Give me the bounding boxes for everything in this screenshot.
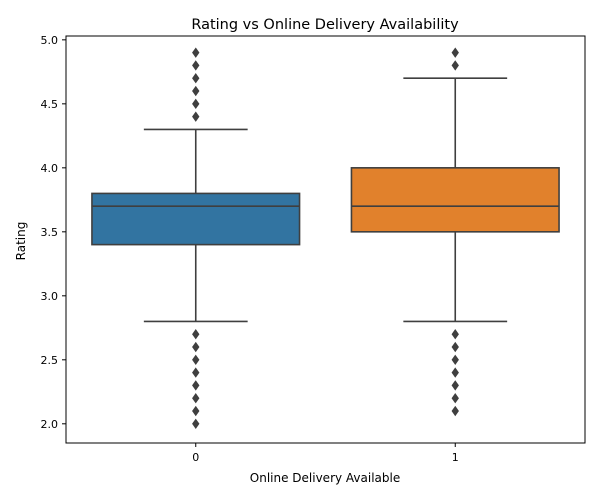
y-tick-label: 3.5 [41, 226, 59, 239]
outlier-point [192, 367, 200, 378]
y-tick-label: 2.0 [41, 418, 59, 431]
outlier-point [451, 354, 459, 365]
outlier-point [192, 85, 200, 97]
outlier-point [192, 354, 200, 365]
y-tick-label: 4.5 [41, 98, 59, 111]
outlier-point [451, 405, 459, 417]
y-axis-label: Rating [14, 222, 28, 261]
outlier-point [192, 380, 200, 391]
outlier-point [192, 418, 200, 429]
outlier-point [192, 98, 200, 110]
outlier-point [192, 405, 200, 417]
x-tick-label: 0 [192, 451, 199, 464]
outlier-point [192, 47, 200, 58]
outlier-point [192, 60, 200, 71]
outlier-point [451, 60, 459, 71]
plot-area: 2.0 2.5 3.0 3.5 4.0 4.5 5.0 0 1 [41, 34, 586, 464]
y-tick-label: 5.0 [41, 34, 59, 47]
outlier-point [451, 367, 459, 378]
x-tick-label: 1 [452, 451, 459, 464]
plot-frame [65, 35, 586, 444]
y-tick-label: 2.5 [41, 354, 59, 367]
outlier-point [451, 47, 459, 58]
outlier-point [192, 329, 200, 340]
outlier-point [451, 329, 459, 340]
outlier-point [451, 380, 459, 391]
y-tick-label: 3.0 [41, 290, 59, 303]
x-axis-label: Online Delivery Available [250, 471, 400, 485]
chart-title: Rating vs Online Delivery Availability [191, 17, 459, 33]
outlier-point [192, 393, 200, 404]
box-1 [350, 167, 560, 233]
outlier-point [451, 341, 459, 353]
y-tick-label: 4.0 [41, 162, 59, 175]
outlier-point [192, 73, 200, 84]
outlier-point [192, 341, 200, 353]
outlier-point [192, 111, 200, 122]
box-0 [91, 192, 301, 246]
outlier-point [451, 393, 459, 404]
